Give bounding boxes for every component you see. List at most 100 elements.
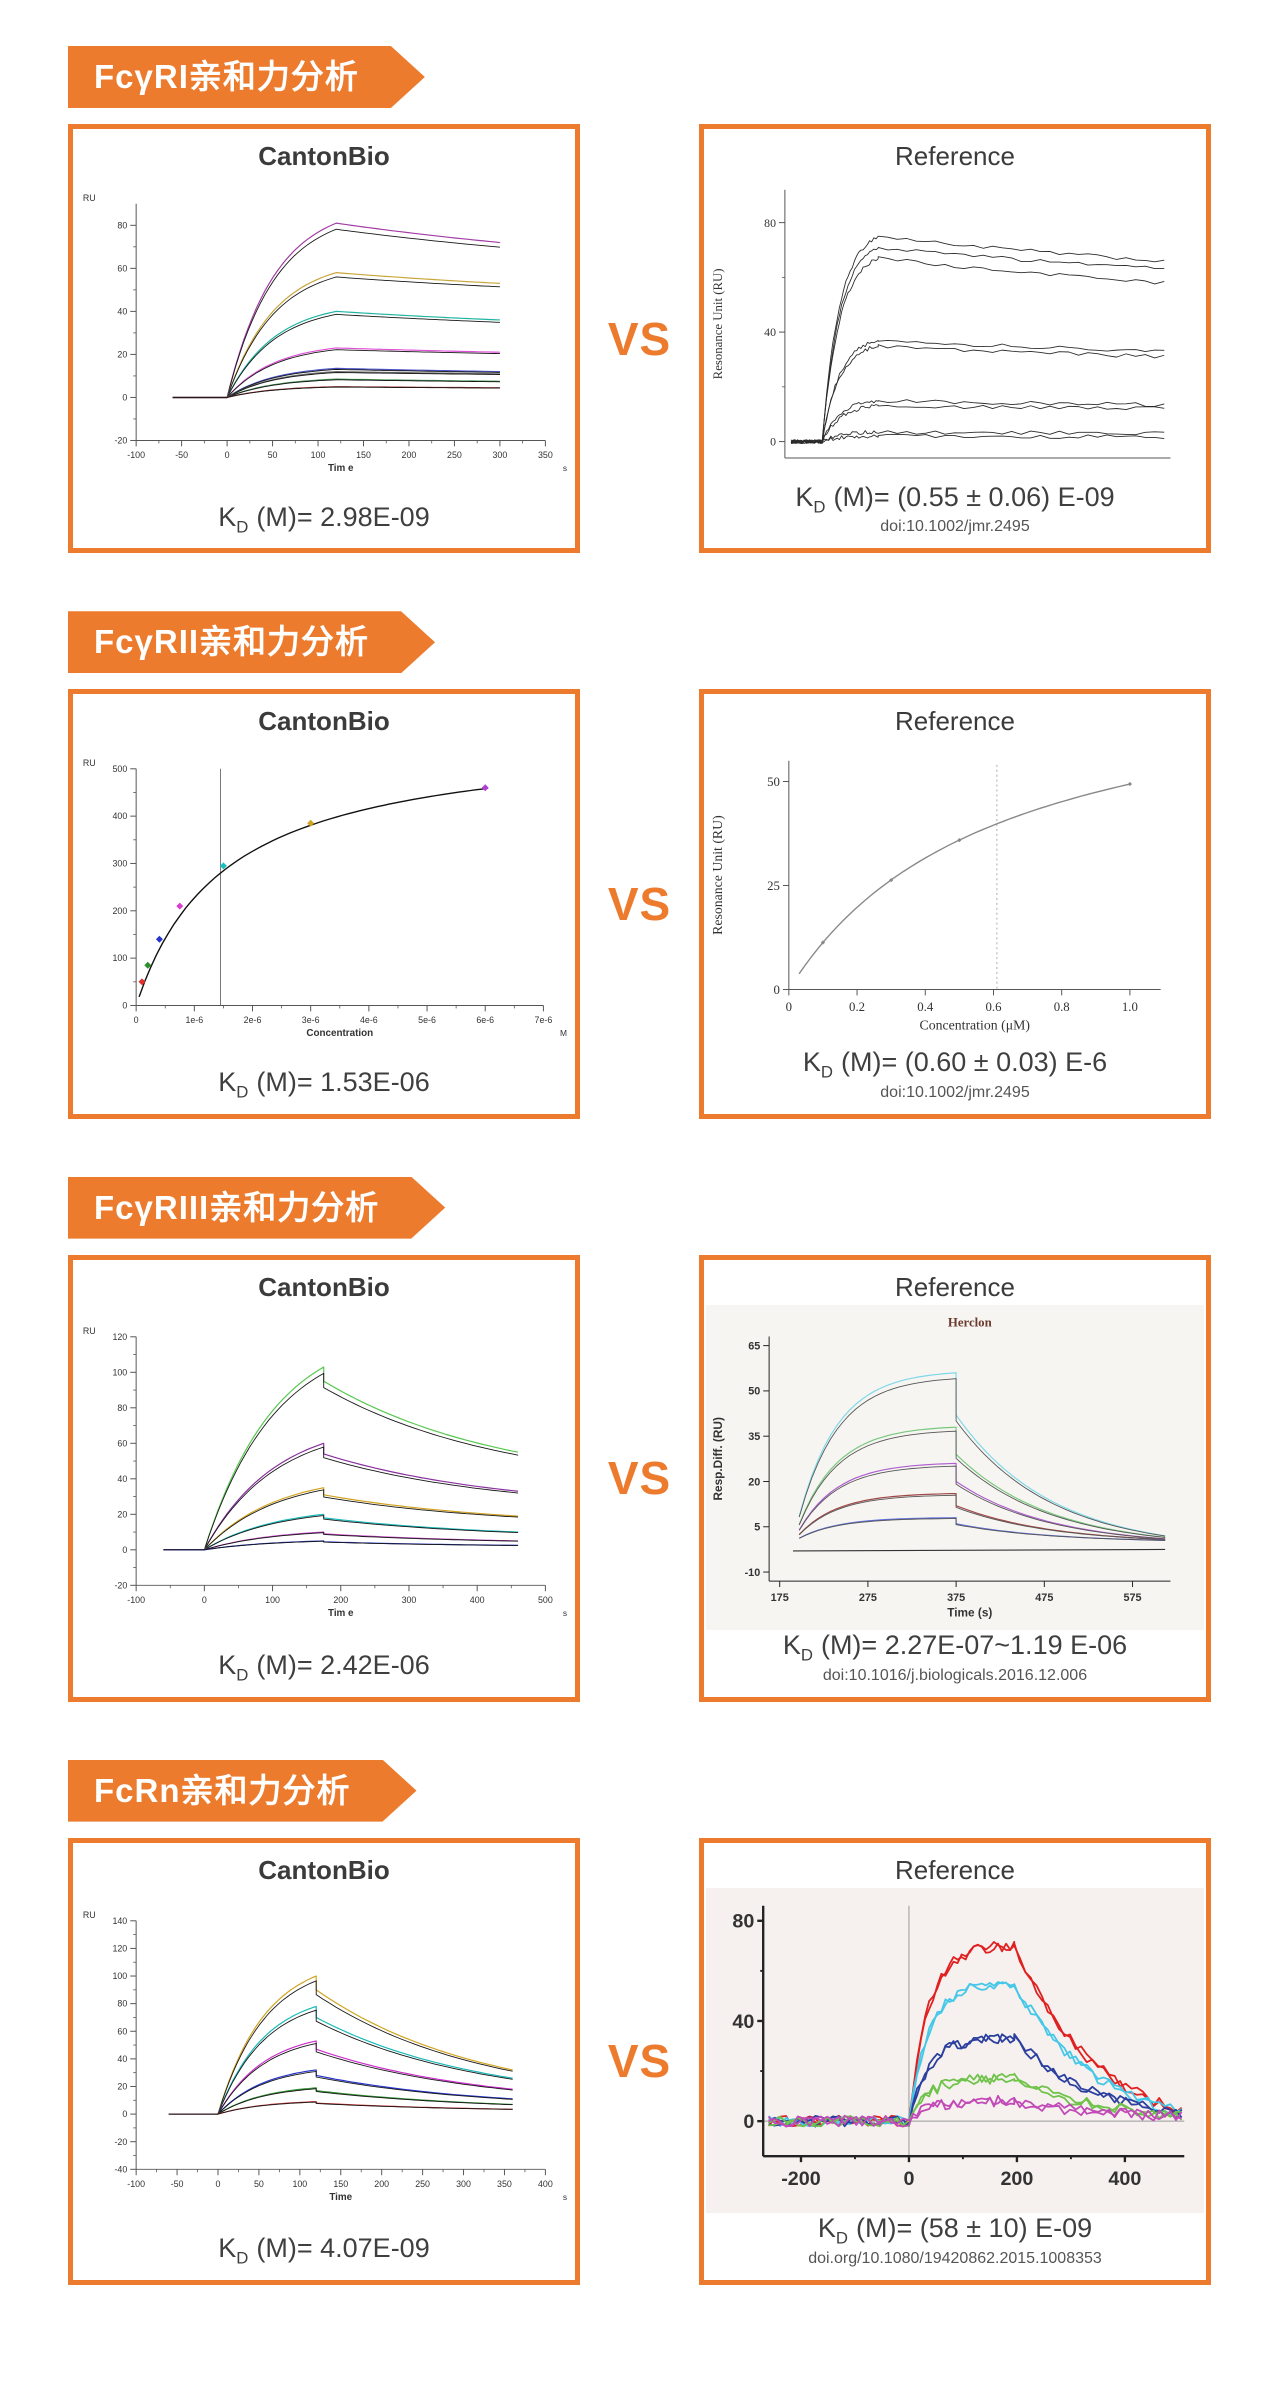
svg-text:5: 5 <box>754 1521 760 1533</box>
svg-text:RU: RU <box>83 1326 96 1336</box>
svg-text:200: 200 <box>402 450 417 460</box>
svg-text:35: 35 <box>748 1431 760 1443</box>
kd-subscript: D <box>813 497 826 517</box>
svg-text:400: 400 <box>1108 2167 1141 2189</box>
vs-label: VS <box>607 1452 672 1505</box>
section-banner: FcγRIII亲和力分析 <box>68 1177 445 1239</box>
svg-text:3e-6: 3e-6 <box>302 1015 320 1025</box>
svg-text:6e-6: 6e-6 <box>476 1015 494 1025</box>
svg-text:20: 20 <box>748 1476 760 1488</box>
reference-panel: Reference 0 40 80 Resonance Unit (RU) KD (M)… <box>699 124 1211 554</box>
svg-text:-20: -20 <box>114 1581 127 1591</box>
svg-text:Resp.Diff. (RU): Resp.Diff. (RU) <box>711 1417 725 1501</box>
kd-text: (M)= (0.55 ± 0.06) E-09 <box>833 481 1115 512</box>
svg-text:120: 120 <box>112 1332 127 1342</box>
svg-text:40: 40 <box>764 325 776 339</box>
svg-text:40: 40 <box>732 2011 754 2033</box>
kd-text: (M)= 2.27E-07~1.19 E-06 <box>820 1630 1128 1661</box>
reference-panel: Reference 0 25 50 0 0.2 0.4 0.6 0.8 1.0 Concentra… <box>699 689 1211 1119</box>
svg-text:350: 350 <box>497 2179 512 2189</box>
svg-text:-20: -20 <box>114 435 127 445</box>
kd-value: KD (M)= (0.55 ± 0.06) E-09 <box>795 482 1114 517</box>
kd-symbol: K <box>802 1046 821 1077</box>
sensorgram-chart: -20 0 20 40 60 80 -100 -50 0 50 100 150 200 250 300 350… <box>83 193 567 474</box>
svg-text:50: 50 <box>767 775 780 789</box>
kd-value: KD (M)= (0.60 ± 0.03) E-6 <box>803 1047 1107 1082</box>
svg-text:0: 0 <box>770 435 776 449</box>
comparison-row: CantonBio -20 0 20 40 60 80 100 120 -100 0 100 200 3… <box>68 1254 1211 1702</box>
kd-block: KD (M)= (0.55 ± 0.06) E-09 doi:10.1002/jm… <box>795 482 1114 537</box>
vs-label: VS <box>607 2035 672 2088</box>
comparison-row: CantonBio -20 0 20 40 60 80 -100 -50 0 50 100 150 20… <box>68 124 1211 554</box>
svg-text:Herclon: Herclon <box>948 1315 992 1329</box>
cantonbio-panel: CantonBio -20 0 20 40 60 80 -100 -50 0 50 100 150 20… <box>68 124 580 554</box>
svg-text:-50: -50 <box>175 450 188 460</box>
comparison-row: CantonBio 0 100 200 300 400 500 0 1e-6 2e-6 3e-6 4… <box>68 689 1211 1119</box>
steady-state-chart: 0 100 200 300 400 500 0 1e-6 2e-6 3e-6 4e-6 5e-6 6e-… <box>83 758 567 1039</box>
svg-text:-200: -200 <box>781 2167 820 2189</box>
sensorgram-chart: -20 0 20 40 60 80 100 120 -100 0 100 200 300 400 500 Ti… <box>83 1326 567 1619</box>
kd-symbol: K <box>782 1630 801 1661</box>
vs-label: VS <box>607 312 672 365</box>
kd-value: KD (M)= 2.42E-06 <box>218 1650 429 1685</box>
svg-text:-100: -100 <box>127 450 145 460</box>
kd-value: KD (M)= (58 ± 10) E-09 <box>808 2213 1102 2248</box>
svg-text:0.6: 0.6 <box>985 1000 1002 1014</box>
kd-value: KD (M)= 4.07E-09 <box>218 2233 429 2268</box>
sensorgram-chart: 0 40 80 -200 0 200 400 <box>706 1887 1204 2214</box>
svg-text:0: 0 <box>903 2167 914 2189</box>
svg-text:0: 0 <box>786 1000 792 1014</box>
kd-value: KD (M)= 2.27E-07~1.19 E-06 <box>783 1630 1127 1665</box>
reference-panel: Reference -10 5 20 35 50 65 175 275 375 475 575 Tim… <box>699 1254 1211 1702</box>
svg-text:-50: -50 <box>171 2179 184 2189</box>
steady-state-chart: 0 25 50 0 0.2 0.4 0.6 0.8 1.0 Concentration (μM) R… <box>710 760 1161 1034</box>
svg-text:0: 0 <box>216 2179 221 2189</box>
svg-text:60: 60 <box>117 263 127 273</box>
section-banner: FcRn亲和力分析 <box>68 1760 417 1822</box>
svg-text:140: 140 <box>112 1915 127 1925</box>
section-banner: FcγRII亲和力分析 <box>68 611 435 673</box>
svg-text:400: 400 <box>470 1596 485 1606</box>
svg-text:Tim e: Tim e <box>328 463 354 474</box>
section-fcgri: FcγRI亲和力分析 CantonBio -20 0 20 40 60 80 -100 -50… <box>68 46 1211 554</box>
svg-text:575: 575 <box>1123 1591 1141 1603</box>
kd-value: KD (M)= 1.53E-06 <box>218 1067 429 1102</box>
svg-text:25: 25 <box>767 879 780 893</box>
svg-text:-100: -100 <box>127 2179 145 2189</box>
svg-text:0: 0 <box>122 392 127 402</box>
svg-text:0: 0 <box>743 2111 754 2133</box>
kd-symbol: K <box>218 1066 237 1097</box>
svg-text:80: 80 <box>117 1998 127 2008</box>
kd-block: KD (M)= 2.27E-07~1.19 E-06 doi:10.1016/j.… <box>783 1630 1127 1685</box>
sensorgram-chart: 0 40 80 Resonance Unit (RU) <box>711 189 1171 459</box>
svg-text:80: 80 <box>117 1403 127 1413</box>
svg-text:2e-6: 2e-6 <box>244 1015 262 1025</box>
panel-title: Reference <box>895 141 1015 171</box>
svg-text:0: 0 <box>122 1001 127 1011</box>
svg-text:RU: RU <box>83 1909 96 1919</box>
svg-text:200: 200 <box>333 1596 348 1606</box>
svg-text:100: 100 <box>265 1596 280 1606</box>
svg-text:80: 80 <box>732 1910 754 1932</box>
svg-text:s: s <box>563 1608 567 1618</box>
section-banner: FcγRI亲和力分析 <box>68 46 425 108</box>
svg-text:RU: RU <box>83 193 96 203</box>
svg-text:80: 80 <box>117 220 127 230</box>
kd-subscript: D <box>236 1082 249 1102</box>
kd-subscript: D <box>236 2248 249 2268</box>
svg-text:200: 200 <box>374 2179 389 2189</box>
kd-text: (M)= 4.07E-09 <box>256 2233 430 2264</box>
panel-title: Reference <box>895 1854 1015 1885</box>
svg-text:50: 50 <box>748 1385 760 1397</box>
svg-text:275: 275 <box>859 1591 877 1603</box>
svg-text:0: 0 <box>225 450 230 460</box>
svg-text:RU: RU <box>83 758 96 768</box>
cantonbio-panel: CantonBio -20 0 20 40 60 80 100 120 -100 0 100 200 3… <box>68 1254 580 1702</box>
svg-text:1.0: 1.0 <box>1122 1000 1138 1014</box>
cantonbio-panel: CantonBio 0 100 200 300 400 500 0 1e-6 2e-6 3e-6 4… <box>68 689 580 1119</box>
svg-text:50: 50 <box>268 450 278 460</box>
vs-gap: VS <box>580 689 699 1118</box>
kd-text: (M)= 1.53E-06 <box>256 1066 430 1097</box>
svg-text:400: 400 <box>112 811 127 821</box>
